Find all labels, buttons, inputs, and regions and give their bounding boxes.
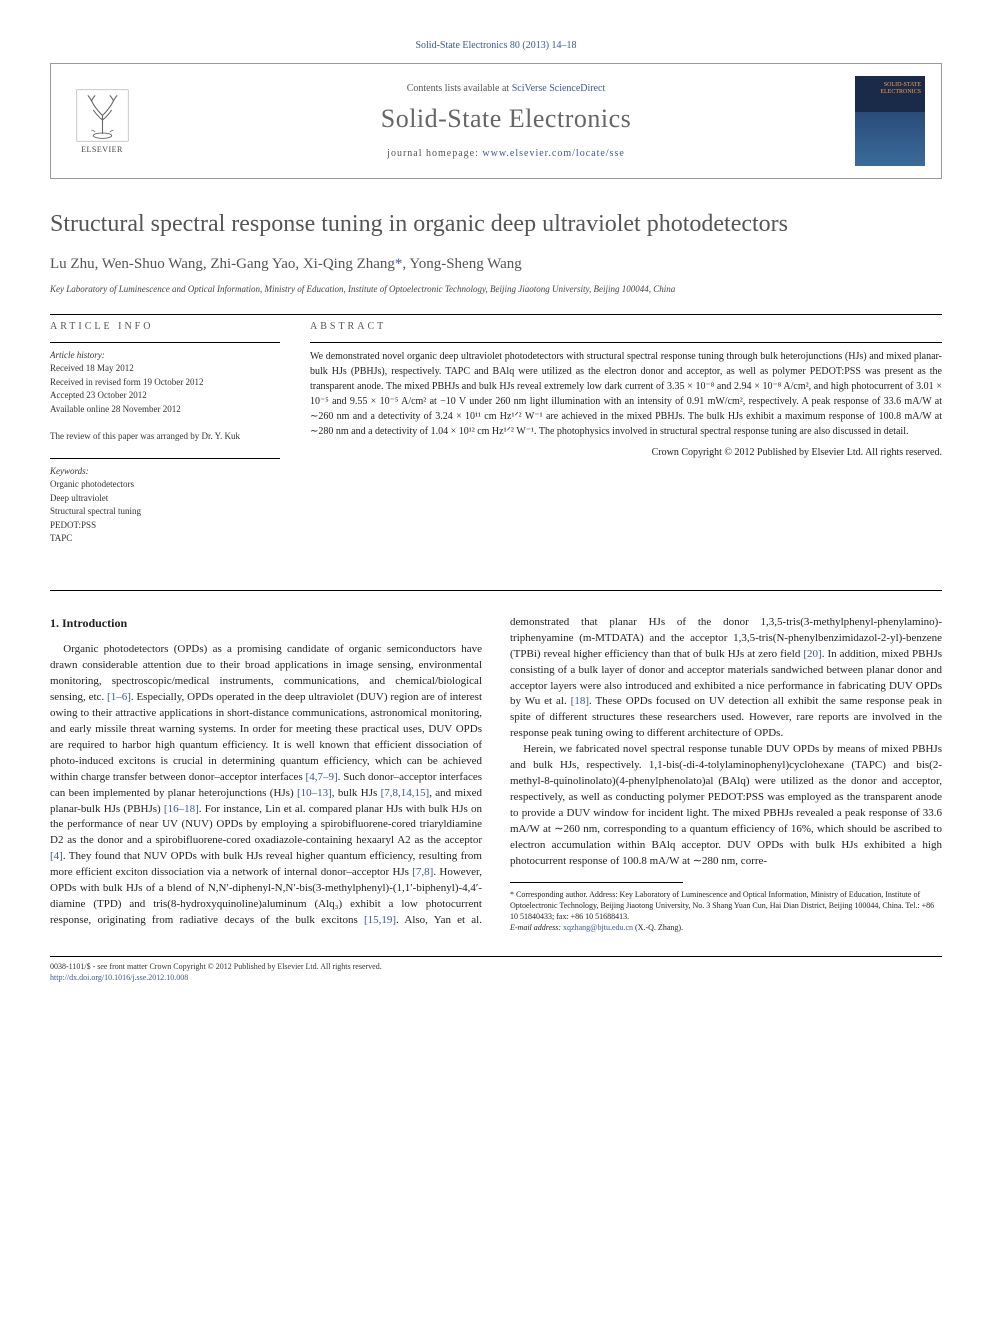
footnote-separator [510, 882, 683, 883]
intro-para-2: Herein, we fabricated novel spectral res… [510, 742, 942, 870]
elsevier-label: ELSEVIER [81, 145, 123, 154]
keywords-block: Keywords: Organic photodetectors Deep ul… [50, 465, 280, 546]
article-history: Article history: Received 18 May 2012 Re… [50, 349, 280, 417]
elsevier-tree-icon [75, 88, 130, 143]
article-title: Structural spectral response tuning in o… [50, 209, 942, 240]
cover-label-bot: ELECTRONICS [880, 89, 921, 95]
contents-prefix: Contents lists available at [407, 83, 512, 94]
page-footer: 0038-1101/$ - see front matter Crown Cop… [50, 961, 942, 983]
footer-doi-link[interactable]: http://dx.doi.org/10.1016/j.sse.2012.10.… [50, 973, 188, 982]
affiliation: Key Laboratory of Luminescence and Optic… [50, 283, 942, 296]
rule-abstract [310, 342, 942, 343]
para-text: tion via a network of internal donor–acc… [187, 866, 413, 878]
rule-body [50, 590, 942, 591]
history-received: Received 18 May 2012 [50, 362, 280, 376]
journal-cover-thumbnail: SOLID-STATE ELECTRONICS [855, 76, 925, 166]
journal-reference: Solid-State Electronics 80 (2013) 14–18 [50, 40, 942, 51]
citation-link[interactable]: [15,19] [364, 914, 396, 926]
history-accepted: Accepted 23 October 2012 [50, 389, 280, 403]
header-center: Contents lists available at SciVerse Sci… [157, 83, 855, 159]
elsevier-logo: ELSEVIER [67, 86, 137, 156]
citation-link[interactable]: [4,7–9] [306, 771, 338, 783]
cover-label-top: SOLID-STATE [884, 82, 921, 88]
citation-link[interactable]: [20] [803, 648, 821, 660]
journal-homepage-line: journal homepage: www.elsevier.com/locat… [157, 148, 855, 159]
email-who: (X.-Q. Zhang). [633, 923, 683, 932]
review-note: The review of this paper was arranged by… [50, 430, 280, 444]
body-columns: 1. Introduction Organic photodetectors (… [50, 615, 942, 934]
authors-line: Lu Zhu, Wen-Shuo Wang, Zhi-Gang Yao, Xi-… [50, 256, 942, 273]
para-text: . Especially, OPDs operated in the deep … [50, 691, 482, 783]
footnote-email-line: E-mail address: xqzhang@bjtu.edu.cn (X.-… [510, 922, 942, 933]
citation-link[interactable]: [7,8,14,15] [381, 787, 430, 799]
keyword: Deep ultraviolet [50, 492, 280, 506]
homepage-link[interactable]: www.elsevier.com/locate/sse [482, 148, 624, 159]
keyword: PEDOT:PSS [50, 519, 280, 533]
citation-link[interactable]: [1–6] [107, 691, 131, 703]
homepage-prefix: journal homepage: [387, 148, 482, 159]
keyword: Structural spectral tuning [50, 505, 280, 519]
abstract-column: ABSTRACT We demonstrated novel organic d… [310, 321, 942, 560]
abstract-heading: ABSTRACT [310, 321, 942, 332]
keyword: Organic photodetectors [50, 478, 280, 492]
para-text: , bulk HJs [332, 787, 381, 799]
abstract-text: We demonstrated novel organic deep ultra… [310, 349, 942, 439]
history-label: Article history: [50, 349, 280, 363]
citation-link[interactable]: [18] [571, 695, 589, 707]
citation-link[interactable]: [4] [50, 850, 63, 862]
sciencedirect-link[interactable]: SciVerse ScienceDirect [512, 83, 606, 94]
journal-header: ELSEVIER Contents lists available at Sci… [50, 63, 942, 179]
rule-keywords [50, 458, 280, 459]
keywords-label: Keywords: [50, 465, 280, 479]
keyword: TAPC [50, 532, 280, 546]
contents-lists-line: Contents lists available at SciVerse Sci… [157, 83, 855, 94]
rule-top [50, 314, 942, 315]
corresponding-footnote: * Corresponding author. Address: Key Lab… [510, 889, 942, 934]
article-info-column: ARTICLE INFO Article history: Received 1… [50, 321, 280, 560]
authors-main: Lu Zhu, Wen-Shuo Wang, Zhi-Gang Yao, Xi-… [50, 256, 395, 272]
article-info-heading: ARTICLE INFO [50, 321, 280, 332]
citation-link[interactable]: [16–18] [164, 803, 199, 815]
email-link[interactable]: xqzhang@bjtu.edu.cn [563, 923, 633, 932]
authors-last: , Yong-Sheng Wang [402, 256, 521, 272]
section-1-heading: 1. Introduction [50, 615, 482, 632]
abstract-copyright: Crown Copyright © 2012 Published by Else… [310, 447, 942, 458]
footer-issn: 0038-1101/$ - see front matter Crown Cop… [50, 961, 942, 972]
footer-rule [50, 956, 942, 957]
citation-link[interactable]: [10–13] [297, 787, 332, 799]
meta-abstract-row: ARTICLE INFO Article history: Received 1… [50, 321, 942, 560]
cover-label: SOLID-STATE ELECTRONICS [880, 82, 921, 96]
rule-info [50, 342, 280, 343]
footnote-address: * Corresponding author. Address: Key Lab… [510, 889, 942, 923]
history-revised: Received in revised form 19 October 2012 [50, 376, 280, 390]
email-label: E-mail address: [510, 923, 563, 932]
journal-name: Solid-State Electronics [157, 104, 855, 134]
citation-link[interactable]: [7,8] [412, 866, 433, 878]
history-online: Available online 28 November 2012 [50, 403, 280, 417]
